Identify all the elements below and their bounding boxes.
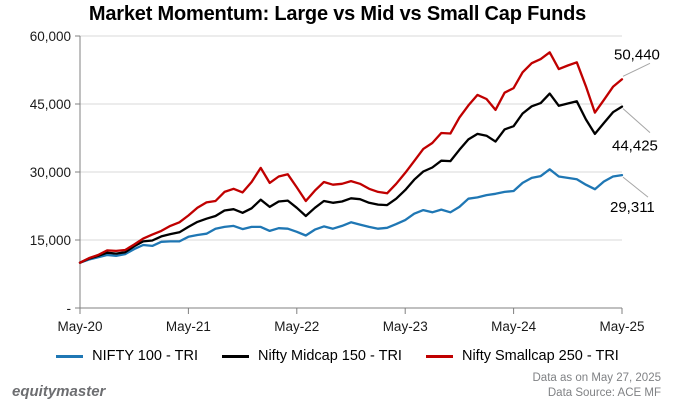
legend-label: Nifty Midcap 150 - TRI — [257, 348, 402, 364]
legend-entry-nifty-100-tri: NIFTY 100 - TRI — [56, 348, 198, 364]
series-end-value-label: 29,311 — [610, 199, 655, 216]
legend-entry-nifty-smallcap-250-tri: Nifty Smallcap 250 - TRI — [425, 348, 619, 364]
end-label-leader-line — [622, 108, 651, 133]
series-end-value-label: 44,425 — [612, 138, 658, 155]
x-tick-label: May-22 — [274, 319, 319, 334]
y-tick-label: 30,000 — [30, 165, 71, 180]
series-end-value-label: 50,440 — [614, 46, 660, 63]
legend-label: Nifty Smallcap 250 - TRI — [461, 348, 619, 364]
legend-line-swatch-blue — [56, 354, 84, 358]
data-as-on-text: Data as on May 27, 2025 — [532, 372, 662, 384]
x-tick-label: May-21 — [166, 319, 211, 334]
x-tick-label: May-23 — [383, 319, 428, 334]
data-source-note: Data as on May 27, 2025 Data Source: ACE… — [533, 371, 662, 401]
series-line-nifty-100-tri — [78, 168, 624, 264]
series-line-nifty-midcap-150-tri — [78, 92, 624, 264]
legend-label: NIFTY 100 - TRI — [92, 348, 198, 364]
data-source-text: Data Source: ACE MF — [547, 387, 661, 399]
x-tick-label: May-25 — [599, 319, 644, 334]
legend-entry-nifty-midcap-150-tri: Nifty Midcap 150 - TRI — [221, 348, 402, 364]
series-line-nifty-smallcap-250-tri — [78, 51, 624, 264]
chart-legend: NIFTY 100 - TRI Nifty Midcap 150 - TRI N… — [0, 346, 675, 366]
x-tick-label: May-24 — [491, 319, 537, 334]
y-tick-label: 60,000 — [30, 29, 71, 44]
y-tick-label: - — [67, 301, 72, 316]
legend-line-swatch-black — [221, 354, 249, 358]
end-label-leader-line — [622, 62, 651, 77]
chart-title: Market Momentum: Large vs Mid vs Small C… — [88, 3, 587, 25]
x-tick-label: May-20 — [57, 319, 102, 334]
y-tick-label: 45,000 — [30, 97, 71, 112]
equitymaster-logo: equitymaster — [12, 383, 106, 400]
y-tick-label: 15,000 — [30, 233, 71, 248]
end-label-leader-line — [622, 176, 649, 198]
price-line-chart: - 15,000 30,000 45,000 60,000 May-20 May-21 May… — [30, 29, 660, 334]
legend-line-swatch-red — [425, 354, 453, 358]
